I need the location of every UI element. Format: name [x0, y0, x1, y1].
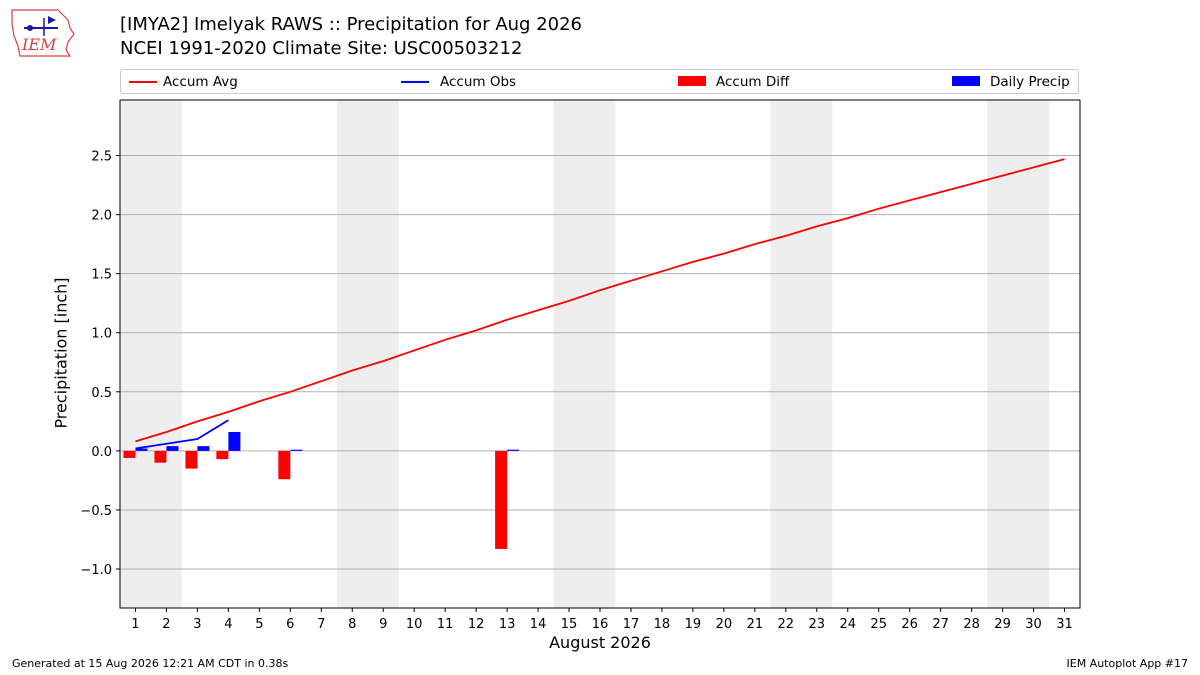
- accum-diff-bar: [185, 450, 198, 469]
- title-line-2: NCEI 1991-2020 Climate Site: USC00503212: [120, 38, 523, 59]
- y-tick-label: −0.5: [80, 504, 112, 519]
- daily-precip-bar: [135, 448, 148, 451]
- x-tick-label: 13: [499, 617, 516, 632]
- y-tick-label: 1.5: [91, 268, 112, 283]
- accum-avg-line: [135, 158, 1065, 443]
- x-tick-label: 15: [561, 617, 578, 632]
- x-tick-label: 20: [716, 617, 733, 632]
- x-tick-label: 17: [623, 617, 640, 632]
- x-tick-label: 11: [437, 617, 454, 632]
- accum-diff-bar: [216, 450, 229, 460]
- x-tick-label: 29: [994, 617, 1011, 632]
- x-tick-label: 5: [255, 617, 263, 632]
- accum-diff-bar: [123, 450, 136, 458]
- weekend-band: [770, 100, 833, 608]
- y-tick-label: −1.0: [80, 563, 112, 578]
- x-tick-label: 26: [901, 617, 918, 632]
- x-tick-label: 18: [654, 617, 671, 632]
- x-tick-label: 6: [286, 617, 294, 632]
- x-tick-label: 7: [317, 617, 325, 632]
- legend-label: Accum Avg: [163, 74, 238, 90]
- daily-precip-bar: [166, 446, 179, 451]
- x-tick-label: 28: [963, 617, 980, 632]
- legend-swatch: [952, 76, 980, 86]
- x-tick-label: 31: [1056, 617, 1073, 632]
- app-label: IEM Autoplot App #17: [1066, 657, 1189, 670]
- x-tick-label: 23: [809, 617, 826, 632]
- legend-label: Accum Diff: [716, 74, 790, 90]
- x-tick-label: 1: [131, 617, 139, 632]
- y-tick-label: 0.0: [91, 445, 112, 460]
- daily-precip-bar: [197, 446, 210, 451]
- chart-title: [IMYA2] Imelyak RAWS :: Precipitation fo…: [120, 13, 582, 61]
- legend-label: Daily Precip: [990, 74, 1070, 90]
- x-tick-label: 4: [224, 617, 232, 632]
- x-tick-label: 27: [932, 617, 949, 632]
- generated-timestamp: Generated at 15 Aug 2026 12:21 AM CDT in…: [12, 657, 289, 670]
- x-tick-label: 12: [468, 617, 485, 632]
- x-tick-label: 30: [1025, 617, 1042, 632]
- daily-precip-bar: [228, 431, 241, 451]
- x-tick-label: 24: [839, 617, 856, 632]
- iem-logo: IEM: [11, 9, 75, 57]
- accum-diff-bar: [278, 450, 291, 480]
- x-tick-label: 10: [406, 617, 423, 632]
- daily-precip-bar: [290, 449, 303, 451]
- weekend-band: [120, 100, 182, 608]
- logo-text: IEM: [21, 35, 57, 54]
- x-tick-label: 22: [778, 617, 795, 632]
- weekend-band: [987, 100, 1050, 608]
- x-tick-label: 8: [348, 617, 356, 632]
- x-axis-label: August 2026: [549, 633, 651, 652]
- x-tick-label: 14: [530, 617, 547, 632]
- legend: Accum Avg Accum Obs Accum Diff Daily Pre…: [120, 69, 1079, 94]
- x-tick-label: 21: [747, 617, 764, 632]
- legend-swatch: [129, 81, 157, 83]
- legend-swatch: [678, 76, 706, 86]
- legend-swatch: [401, 81, 429, 83]
- weekend-band: [553, 100, 616, 608]
- x-tick-label: 25: [870, 617, 887, 632]
- x-tick-label: 16: [592, 617, 609, 632]
- x-tick-label: 3: [193, 617, 201, 632]
- y-tick-label: 0.5: [91, 386, 112, 401]
- daily-precip-bar: [507, 449, 520, 451]
- y-tick-label: 2.0: [91, 209, 112, 224]
- x-tick-label: 19: [685, 617, 702, 632]
- legend-label: Accum Obs: [440, 74, 517, 90]
- x-tick-label: 9: [379, 617, 387, 632]
- y-tick-label: 2.5: [91, 150, 112, 165]
- x-tick-label: 2: [162, 617, 170, 632]
- y-tick-label: 1.0: [91, 327, 112, 342]
- y-axis-label: Precipitation [inch]: [51, 277, 71, 429]
- accum-obs-line: [135, 419, 229, 450]
- accum-diff-bar: [495, 450, 508, 549]
- weekend-band: [336, 100, 399, 608]
- title-line-1: [IMYA2] Imelyak RAWS :: Precipitation fo…: [120, 14, 582, 35]
- accum-diff-bar: [154, 450, 167, 463]
